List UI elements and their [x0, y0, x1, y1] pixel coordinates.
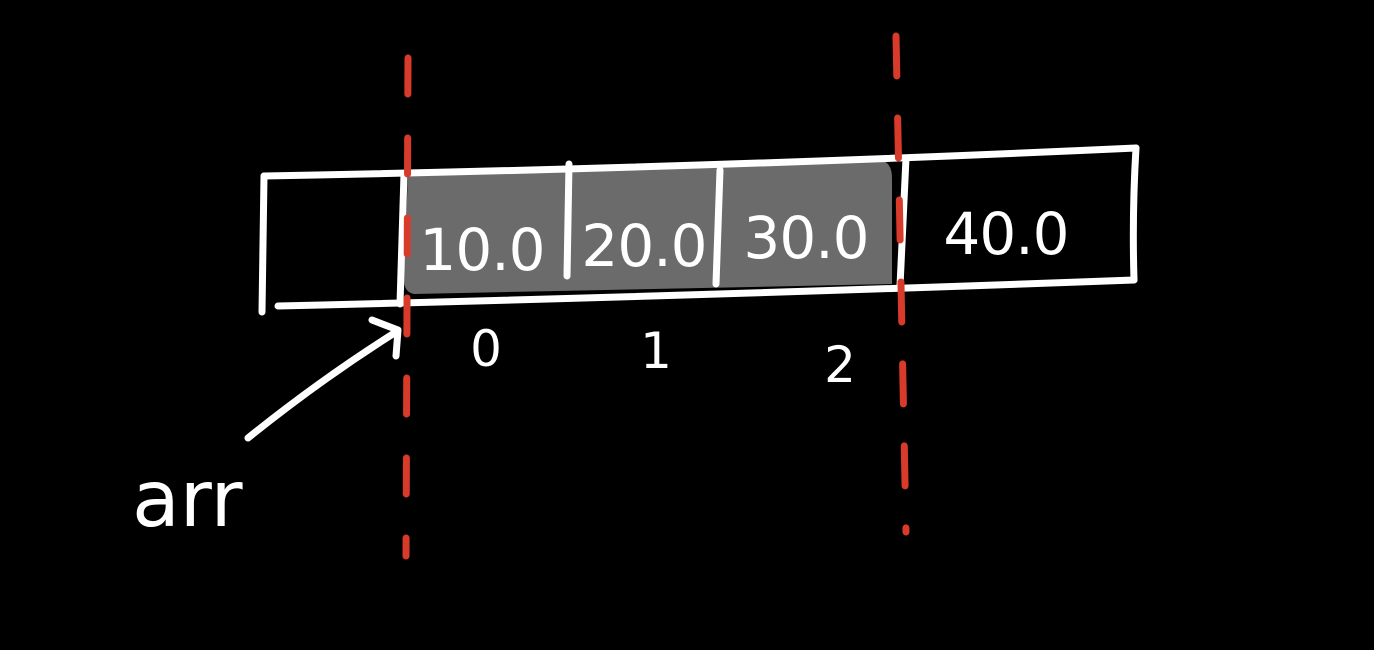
boundary-line-right [892, 32, 910, 536]
cell-index: 2 [824, 336, 856, 394]
cell-divider [712, 166, 724, 288]
array-outline-right [1129, 144, 1140, 284]
cell-index: 1 [640, 322, 672, 380]
cell-value: 30.0 [743, 204, 868, 272]
cell-value: 20.0 [581, 212, 706, 280]
cell-value: 40.0 [943, 200, 1068, 268]
cell-divider [396, 170, 408, 308]
array-outline-left [258, 172, 268, 316]
pointer-arrow [244, 328, 400, 442]
boundary-line-left [402, 54, 412, 560]
pointer-arrowhead [368, 316, 402, 360]
cell-index: 0 [470, 320, 502, 378]
pointer-label: arr [132, 455, 243, 545]
cell-value: 10.0 [419, 216, 544, 284]
cell-divider [563, 160, 573, 280]
highlight-region [404, 160, 892, 294]
array-outline [260, 144, 1140, 180]
